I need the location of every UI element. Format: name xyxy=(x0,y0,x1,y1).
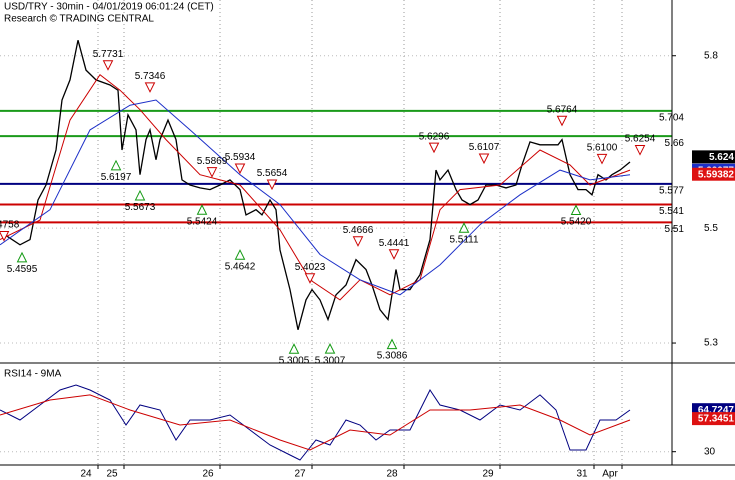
low-label: 5.5420 xyxy=(561,217,592,228)
series-line xyxy=(0,394,631,451)
high-label: 5.5869 xyxy=(197,156,228,167)
high-marker xyxy=(556,115,568,127)
high-label: 5.4441 xyxy=(379,238,410,249)
high-marker xyxy=(388,249,400,260)
low-label: 5.5111 xyxy=(449,234,479,245)
low-marker xyxy=(134,189,146,201)
high-marker xyxy=(206,167,218,178)
series-line xyxy=(0,73,631,301)
x-tick-label: Apr xyxy=(602,469,618,480)
high-marker xyxy=(596,153,608,165)
level-label: 5.66 xyxy=(665,138,685,149)
price-box xyxy=(692,412,735,426)
x-tick-label: 25 xyxy=(106,469,118,480)
y-tick-label: 30 xyxy=(704,446,716,457)
high-label: 5.4023 xyxy=(295,262,326,273)
low-label: 5.3007 xyxy=(315,355,346,366)
low-label: 5.6197 xyxy=(101,172,132,183)
low-label: 5.3005 xyxy=(279,355,310,366)
low-marker xyxy=(570,204,582,215)
high-label: 5.4758 xyxy=(0,220,20,231)
high-label: 5.5934 xyxy=(225,152,256,163)
price-box xyxy=(692,150,735,164)
price-box-label: 57.3451 xyxy=(698,414,735,425)
high-marker xyxy=(0,231,10,242)
high-marker xyxy=(352,236,364,247)
low-marker xyxy=(234,249,246,260)
high-marker xyxy=(304,273,316,284)
low-label: 5.4642 xyxy=(225,261,256,272)
level-label: 5.51 xyxy=(665,224,685,235)
high-label: 5.7731 xyxy=(93,49,124,60)
high-label: 5.6764 xyxy=(547,104,578,115)
high-marker xyxy=(478,153,490,165)
high-label: 5.6100 xyxy=(587,143,618,154)
high-marker xyxy=(102,60,114,71)
y-tick-label: 5.5 xyxy=(704,223,718,234)
low-marker xyxy=(16,251,28,263)
low-marker xyxy=(386,338,398,350)
high-marker xyxy=(634,145,646,156)
low-label: 5.5424 xyxy=(187,216,218,227)
price-box xyxy=(692,167,735,181)
price-box-label: 5.59382 xyxy=(698,169,735,180)
high-label: 5.5654 xyxy=(257,168,288,179)
x-tick-label: 28 xyxy=(386,469,398,480)
low-label: 5.3086 xyxy=(377,351,408,362)
low-marker xyxy=(288,343,300,354)
x-tick-label: 26 xyxy=(202,469,214,480)
high-marker xyxy=(428,142,440,154)
high-label: 5.6296 xyxy=(419,131,450,142)
x-tick-label: 27 xyxy=(294,469,306,480)
high-marker xyxy=(234,163,246,175)
low-marker xyxy=(324,343,336,354)
series-line xyxy=(0,99,631,296)
high-label: 5.7346 xyxy=(135,71,166,82)
high-label: 5.6107 xyxy=(469,142,500,153)
y-tick-label: 5.8 xyxy=(704,50,718,61)
price-box-label: 64.7247 xyxy=(698,405,735,416)
x-tick-label: 24 xyxy=(80,469,92,480)
low-marker xyxy=(458,222,470,233)
high-marker xyxy=(266,179,278,191)
low-label: 5.5673 xyxy=(125,202,156,213)
series-line xyxy=(0,40,631,330)
rsi-title: RSI14 - 9MA xyxy=(4,369,62,380)
x-tick-label: 31 xyxy=(576,469,588,480)
price-box-label: 5.624 xyxy=(709,152,734,163)
x-tick-label: 29 xyxy=(482,469,494,480)
chart-subtitle: Research © TRADING CENTRAL xyxy=(4,14,154,25)
series-line xyxy=(0,384,631,461)
low-marker xyxy=(110,159,122,171)
chart-title: USD/TRY - 30min - 04/01/2019 06:01:24 (C… xyxy=(4,2,214,13)
low-marker xyxy=(196,204,208,215)
high-marker xyxy=(144,82,156,93)
low-label: 5.4595 xyxy=(7,264,38,275)
high-label: 5.4666 xyxy=(343,225,374,236)
high-label: 5.6254 xyxy=(625,134,656,145)
y-tick-label: 5.3 xyxy=(704,338,718,349)
